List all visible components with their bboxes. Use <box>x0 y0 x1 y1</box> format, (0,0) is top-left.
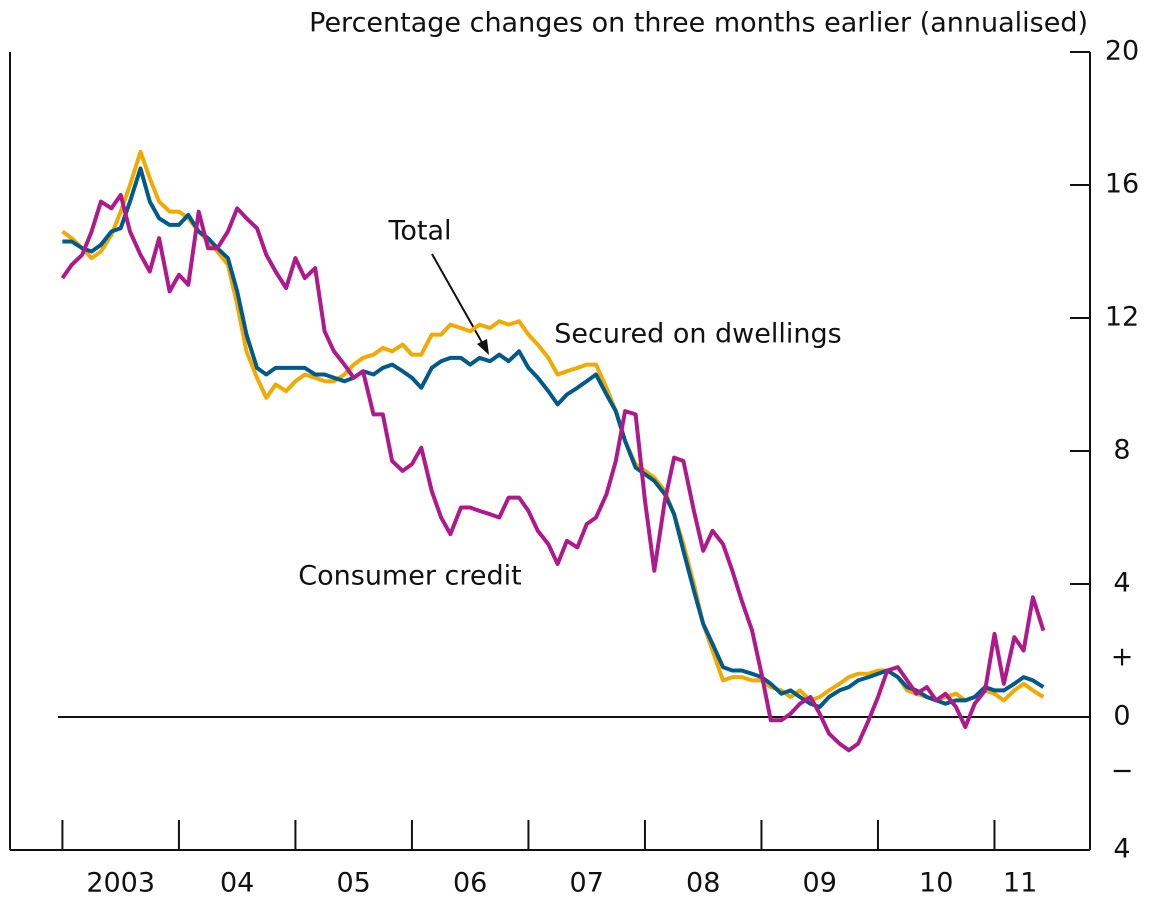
arrow <box>431 253 485 347</box>
series-label: Secured on dwellings <box>554 319 841 350</box>
y-tick-label: 8 <box>1113 435 1130 466</box>
x-tick-label: 04 <box>220 868 254 899</box>
y-tick-label: 0 <box>1113 701 1130 732</box>
arrow-head <box>477 339 489 355</box>
x-tick-label: 05 <box>337 868 371 899</box>
series-label: Total <box>387 216 451 247</box>
x-tick-label: 10 <box>919 868 953 899</box>
y-tick-label: 4 <box>1113 834 1130 865</box>
x-tick-label: 09 <box>803 868 837 899</box>
sign-label: − <box>1111 756 1134 787</box>
series-line <box>61 149 1045 703</box>
series-line <box>62 166 1045 709</box>
y-tick-label: 20 <box>1105 36 1139 67</box>
sign-label: + <box>1111 642 1134 673</box>
x-tick-label: 08 <box>686 868 720 899</box>
x-tick-label: 2003 <box>86 868 155 899</box>
x-tick-label: 11 <box>1003 868 1037 899</box>
series-line <box>60 193 1046 753</box>
y-tick-label: 4 <box>1113 568 1130 599</box>
y-tick-label: 16 <box>1105 169 1139 200</box>
y-axis-title: Percentage changes on three months earli… <box>309 8 1088 39</box>
y-tick-label: 12 <box>1105 302 1139 333</box>
x-tick-label: 06 <box>453 868 487 899</box>
x-tick-label: 07 <box>570 868 604 899</box>
series-label: Consumer credit <box>298 561 521 592</box>
